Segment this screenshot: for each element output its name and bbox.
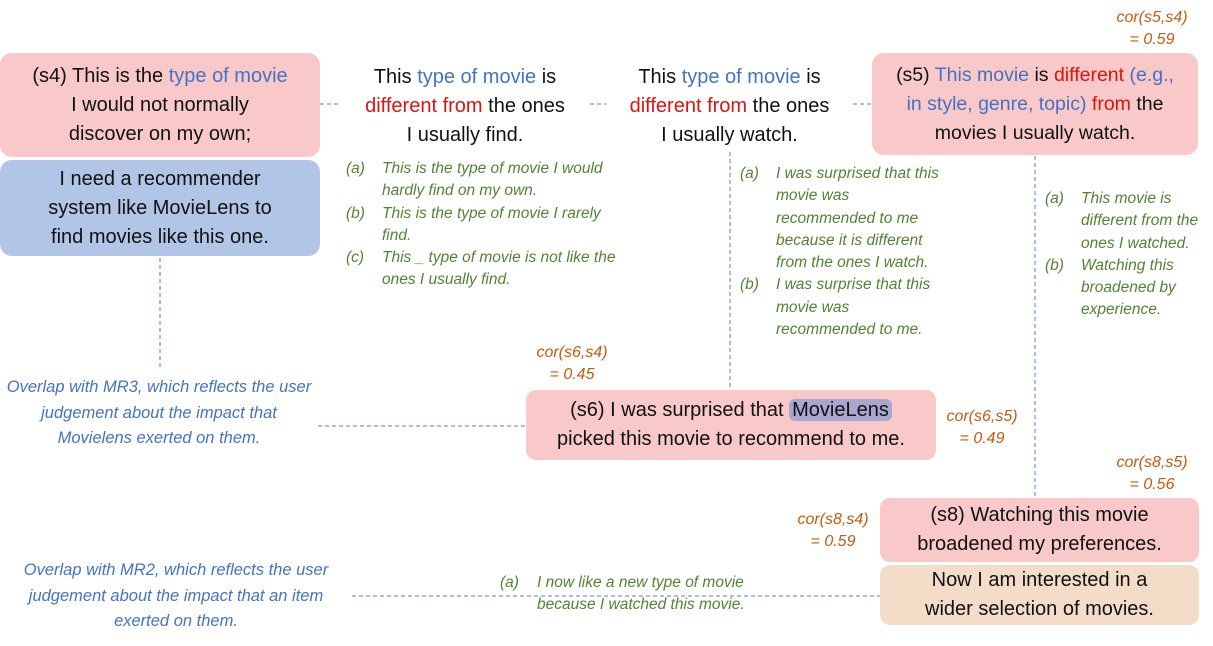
list-item: (b) This is the type of movie I rarely fi… bbox=[346, 204, 601, 244]
correlation-s8-s5: cor(s8,s5) = 0.56 bbox=[1116, 454, 1188, 493]
statement-find: This type of movie is different from the… bbox=[365, 66, 565, 146]
s4-highlight-type: type of movie bbox=[168, 64, 288, 87]
note-mr3: Overlap with MR3, which reflects the use… bbox=[6, 378, 312, 447]
list-item: (a) This movie is different from the ones… bbox=[1045, 190, 1199, 252]
movielens-highlight: MovieLens bbox=[789, 399, 892, 421]
note-mr2: Overlap with MR2, which reflects the use… bbox=[23, 561, 329, 630]
list-item: (a) This is the type of movie I would har… bbox=[346, 160, 603, 200]
correlation-s6-s4: cor(s6,s4) = 0.45 bbox=[536, 344, 608, 383]
items-s8-list: (a) I now like a new type of movie becaus… bbox=[500, 572, 780, 617]
s5-label: (s5) bbox=[896, 63, 930, 86]
statement-watch: This type of movie is different from the… bbox=[629, 66, 830, 146]
items-s5-list: (a) This movie is different from the ones… bbox=[1045, 188, 1205, 322]
s5-box: (s5) This movie is different (e.g., in s… bbox=[872, 53, 1198, 155]
items-watch-list: (a) I was surprised that this movie was r… bbox=[740, 163, 950, 341]
s4-label: (s4) bbox=[32, 64, 67, 87]
list-item: (b) I was surprise that this movie was re… bbox=[740, 276, 931, 339]
s4-line1: (s4) This is the type of movie bbox=[32, 64, 288, 87]
s8-box: (s8) Watching this movie broadened my pr… bbox=[880, 498, 1199, 562]
s8-label: (s8) bbox=[930, 504, 965, 526]
list-item: (b) Watching this broadened by experience… bbox=[1045, 256, 1176, 319]
s6-box: (s6) I was surprised that MovieLens pick… bbox=[526, 390, 936, 460]
list-item: (c) This _ type of movie is not like the … bbox=[346, 249, 616, 289]
list-item: (a) I was surprised that this movie was r… bbox=[740, 165, 939, 272]
s4-box: (s4) This is the type of movie I would n… bbox=[0, 53, 320, 157]
list-item: (a) I now like a new type of movie becaus… bbox=[500, 574, 745, 614]
items-find-list: (a) This is the type of movie I would har… bbox=[346, 158, 616, 292]
s8-interest-box: Now I am interested in a wider selection… bbox=[880, 565, 1199, 625]
s6-label: (s6) bbox=[570, 399, 605, 421]
s4-need-box: I need a recommender system like MovieLe… bbox=[0, 160, 320, 256]
correlation-s6-s5: cor(s6,s5) = 0.49 bbox=[946, 408, 1018, 447]
correlation-s8-s4: cor(s8,s4) = 0.59 bbox=[797, 511, 869, 550]
correlation-s5-s4: cor(s5,s4) = 0.59 bbox=[1116, 9, 1188, 48]
